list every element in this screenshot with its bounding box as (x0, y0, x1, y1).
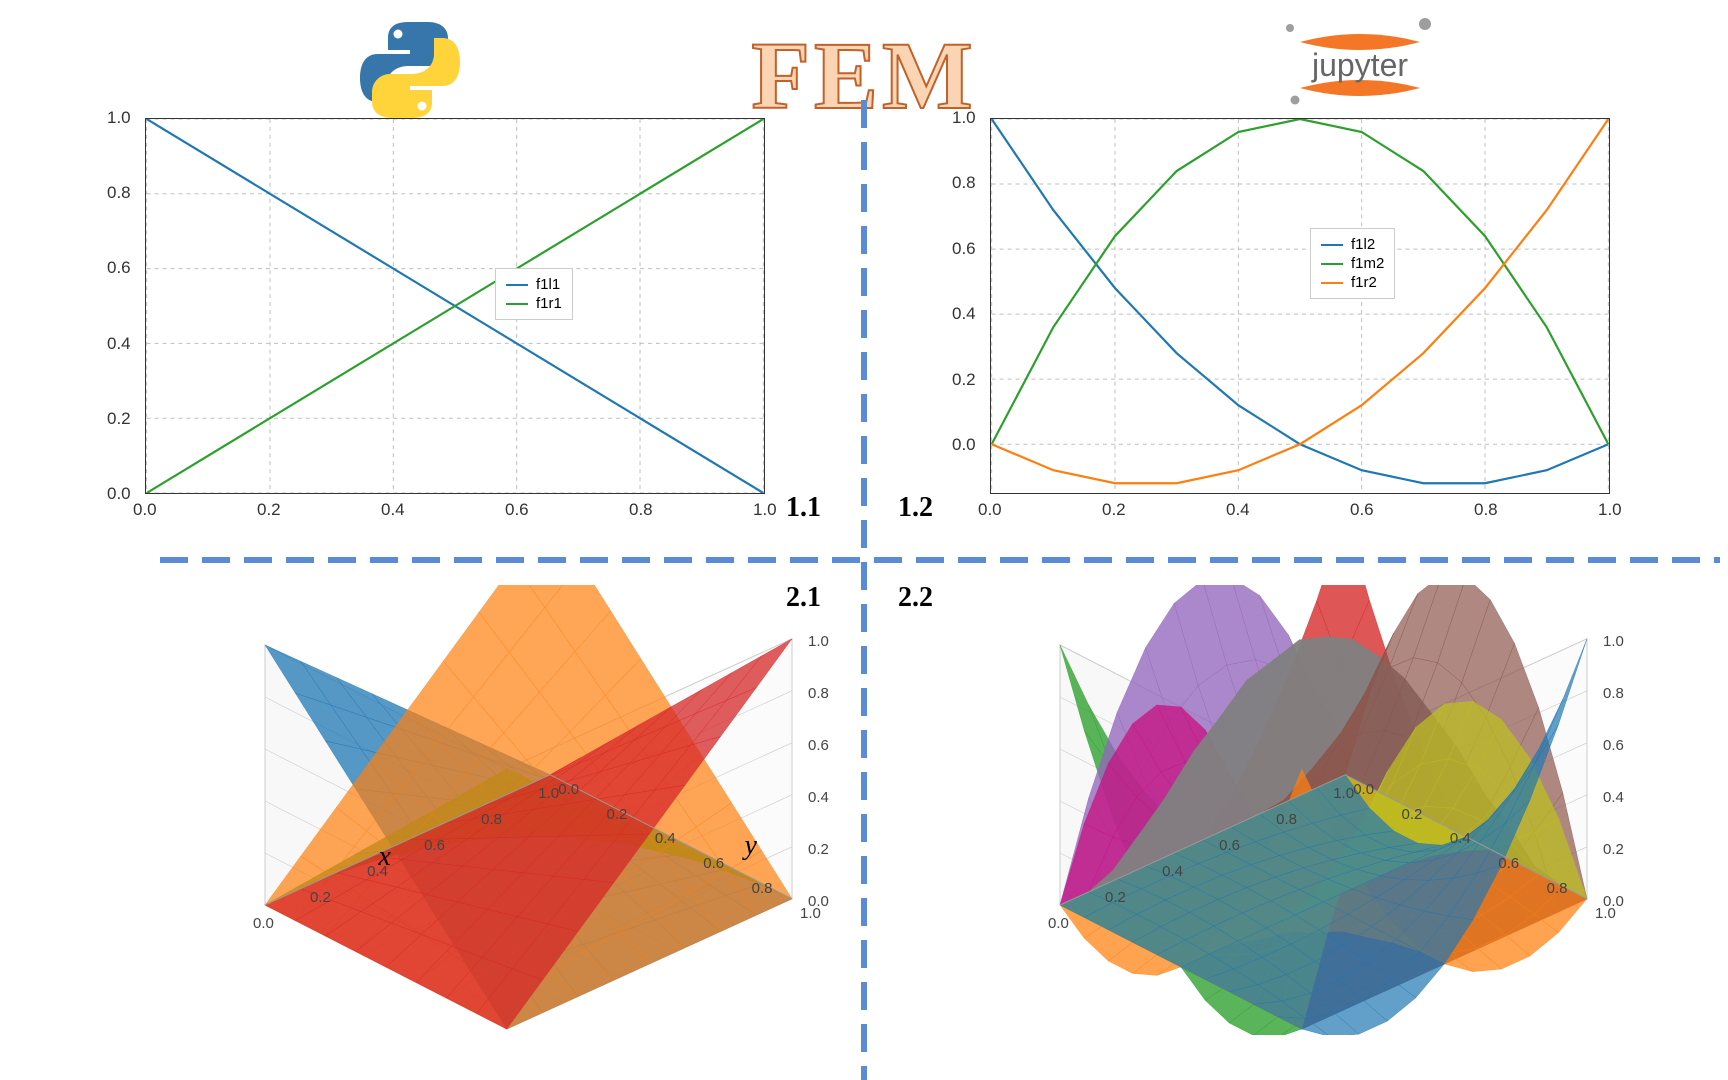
x-tick-label: 0.4 (381, 500, 405, 520)
y-tick-label: 0.8 (952, 173, 976, 193)
tick-label-3d: 0.6 (808, 737, 829, 754)
x-tick-label: 0.0 (133, 500, 157, 520)
tick-label-3d: 0.8 (1603, 685, 1624, 702)
x-tick-label: 0.2 (1102, 500, 1126, 520)
tick-label-3d: 0.6 (703, 855, 724, 872)
quadrant-label-12: 1.2 (898, 492, 933, 524)
tick-label-3d: 1.0 (538, 785, 559, 802)
tick-label-3d: 0.0 (253, 915, 274, 932)
chart-linear-basis (145, 118, 765, 494)
y-tick-label: 1.0 (952, 108, 976, 128)
y-tick-label: 0.6 (952, 239, 976, 259)
y-tick-label: 0.8 (107, 183, 131, 203)
legend-item: f1r1 (506, 294, 562, 313)
x-tick-label: 0.8 (629, 500, 653, 520)
legend-item: f1r2 (1321, 273, 1384, 292)
x-tick-label: 0.2 (257, 500, 281, 520)
tick-label-3d: 0.0 (1048, 915, 1069, 932)
tick-label-3d: 0.4 (1603, 789, 1624, 806)
tick-label-3d: 0.8 (808, 685, 829, 702)
chart-legend: f1l2f1m2f1r2 (1310, 228, 1395, 299)
tick-label-3d: 0.6 (424, 837, 445, 854)
y-tick-label: 1.0 (107, 108, 131, 128)
y-tick-label: 0.4 (952, 304, 976, 324)
x-tick-label: 1.0 (1598, 500, 1622, 520)
tick-label-3d: 0.4 (655, 830, 676, 847)
tick-label-3d: 0.8 (1547, 880, 1568, 897)
tick-label-3d: 1.0 (1333, 785, 1354, 802)
tick-label-3d: 0.0 (558, 781, 579, 798)
tick-label-3d: 1.0 (1603, 633, 1624, 650)
tick-label-3d: 0.8 (1276, 811, 1297, 828)
tick-label-3d: 0.4 (1162, 863, 1183, 880)
tick-label-3d: 0.2 (310, 889, 331, 906)
jupyter-logo-icon: jupyter (1270, 18, 1460, 108)
quadrant-label-22: 2.2 (898, 582, 933, 614)
x-tick-label: 0.4 (1226, 500, 1250, 520)
tick-label-3d: 0.2 (1402, 806, 1423, 823)
python-logo-icon (350, 14, 470, 124)
y-tick-label: 0.6 (107, 258, 131, 278)
chart-legend: f1l1f1r1 (495, 268, 573, 320)
tick-label-3d: 0.6 (1603, 737, 1624, 754)
x-tick-label: 1.0 (753, 500, 777, 520)
tick-label-3d: 0.2 (808, 841, 829, 858)
tick-label-3d: 0.0 (1353, 781, 1374, 798)
tick-label-3d: 1.0 (1595, 905, 1616, 922)
quadrant-label-11: 1.1 (786, 492, 821, 524)
y-tick-label: 0.2 (107, 409, 131, 429)
tick-label-3d: 0.4 (808, 789, 829, 806)
x-tick-label: 0.6 (1350, 500, 1374, 520)
tick-label-3d: 1.0 (808, 633, 829, 650)
tick-label-3d: 0.8 (481, 811, 502, 828)
y-tick-label: 0.4 (107, 334, 131, 354)
legend-item: f1l1 (506, 275, 562, 294)
chart-quadratic-basis (990, 118, 1610, 494)
axis-label: x (378, 841, 390, 873)
x-tick-label: 0.0 (978, 500, 1002, 520)
tick-label-3d: 0.8 (752, 880, 773, 897)
x-tick-label: 0.6 (505, 500, 529, 520)
legend-item: f1m2 (1321, 254, 1384, 273)
tick-label-3d: 0.6 (1219, 837, 1240, 854)
legend-item: f1l2 (1321, 235, 1384, 254)
y-tick-label: 0.0 (107, 484, 131, 504)
tick-label-3d: 0.6 (1498, 855, 1519, 872)
tick-label-3d: 0.2 (607, 806, 628, 823)
tick-label-3d: 0.2 (1105, 889, 1126, 906)
tick-label-3d: 0.4 (1450, 830, 1471, 847)
svg-text:jupyter: jupyter (1311, 47, 1408, 83)
x-tick-label: 0.8 (1474, 500, 1498, 520)
y-tick-label: 0.0 (952, 435, 976, 455)
tick-label-3d: 1.0 (800, 905, 821, 922)
divider-vertical (858, 100, 870, 1080)
y-tick-label: 0.2 (952, 370, 976, 390)
divider-horizontal (160, 554, 1720, 566)
tick-label-3d: 0.2 (1603, 841, 1624, 858)
axis-label: y (745, 830, 757, 862)
